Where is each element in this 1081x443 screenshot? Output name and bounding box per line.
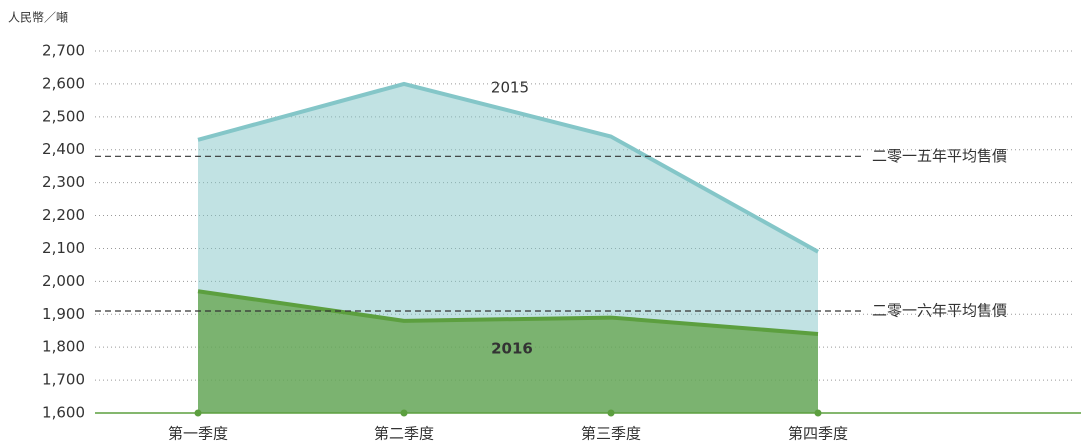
- x-tick-dot: [195, 410, 202, 417]
- y-tick-label: 2,200: [42, 206, 85, 224]
- y-axis-label: 人民幣／噸: [8, 11, 68, 25]
- x-tick-label: 第三季度: [581, 425, 641, 443]
- series-label: 2015: [491, 78, 529, 96]
- reference-label: 二零一五年平均售價: [872, 147, 1007, 165]
- y-tick-label: 2,300: [42, 173, 85, 191]
- x-tick-dot: [608, 410, 615, 417]
- x-tick-label: 第一季度: [168, 425, 228, 443]
- series-label: 2016: [491, 339, 533, 357]
- x-tick-label: 第四季度: [788, 425, 848, 443]
- reference-label: 二零一六年平均售價: [872, 301, 1007, 319]
- y-tick-label: 1,800: [42, 338, 85, 356]
- y-tick-label: 2,100: [42, 239, 85, 257]
- chart: 人民幣／噸 1,600 1,700 1,800 1,900 2,000 2,100 2,20…: [0, 0, 1081, 443]
- x-tick-label: 第二季度: [374, 425, 434, 443]
- y-tick-label: 1,900: [42, 305, 85, 323]
- y-tick-label: 1,600: [42, 404, 85, 422]
- y-tick-label: 1,700: [42, 371, 85, 389]
- y-tick-label: 2,400: [42, 140, 85, 158]
- y-tick-label: 2,600: [42, 74, 85, 92]
- x-tick-dot: [815, 410, 822, 417]
- x-tick-dot: [401, 410, 408, 417]
- y-tick-label: 2,000: [42, 272, 85, 290]
- y-tick-label: 2,500: [42, 107, 85, 125]
- y-tick-label: 2,700: [42, 42, 85, 60]
